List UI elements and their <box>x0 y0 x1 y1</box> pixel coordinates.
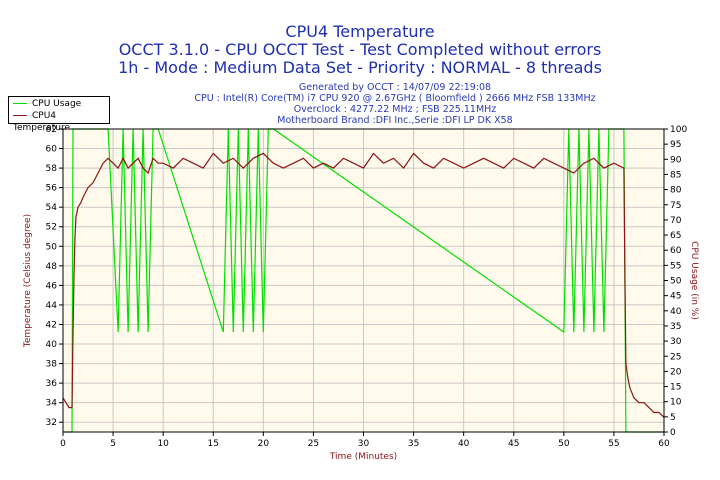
y-right-tick-label: 40 <box>670 307 682 317</box>
y-right-tick-label: 55 <box>670 261 681 271</box>
y-right-tick-label: 60 <box>670 246 682 256</box>
axis-labels: Time (Minutes) Temperature (Celsius degre… <box>23 214 699 462</box>
chart-subtitle-mode: 1h - Mode : Medium Data Set - Priority :… <box>118 58 602 77</box>
y-right-tick-label: 95 <box>670 140 681 150</box>
y-right-tick-label: 75 <box>670 201 681 211</box>
chart-title: CPU4 Temperature <box>285 22 435 41</box>
y-right-tick-label: 90 <box>670 155 682 165</box>
y-right-tick-label: 30 <box>670 337 682 347</box>
y-right-tick-label: 35 <box>670 322 681 332</box>
x-axis-label: Time (Minutes) <box>329 452 397 462</box>
x-tick-label: 40 <box>458 439 470 449</box>
y-left-tick-label: 40 <box>46 340 58 350</box>
x-tick-label: 5 <box>110 439 116 449</box>
y-left-axis-label: Temperature (Celsius degree) <box>23 214 33 348</box>
tick-labels: 0 5 10 15 20 25 30 35 40 45 50 55 603234363840424446… <box>46 125 688 449</box>
legend-temp-swatch <box>13 115 27 116</box>
y-left-tick-label: 48 <box>46 262 58 272</box>
x-tick-label: 0 <box>60 439 66 449</box>
legend-temp-label: CPU4 Temperature <box>13 111 71 133</box>
x-tick-label: 30 <box>358 439 370 449</box>
info-generated: Generated by OCCT : 14/07/09 22:19:08 <box>298 82 492 93</box>
x-tick-label: 60 <box>658 439 670 449</box>
axes <box>59 128 668 436</box>
info-cpu: CPU : Intel(R) Core(TM) i7 CPU 920 @ 2.6… <box>194 93 596 104</box>
chart-subtitle-test: OCCT 3.1.0 - CPU OCCT Test - Test Comple… <box>118 40 602 59</box>
y-left-tick-label: 34 <box>46 399 58 409</box>
plot-frame <box>62 128 665 433</box>
x-tick-label: 45 <box>508 439 519 449</box>
y-right-tick-label: 70 <box>670 216 682 226</box>
y-left-tick-label: 36 <box>46 379 58 389</box>
x-tick-label: 15 <box>208 439 219 449</box>
y-left-tick-label: 44 <box>46 301 58 311</box>
y-right-tick-label: 45 <box>670 292 681 302</box>
y-left-tick-label: 60 <box>46 145 58 155</box>
y-right-axis-label: CPU Usage (in %) <box>689 241 699 320</box>
y-left-tick-label: 52 <box>46 223 57 233</box>
legend-usage-label: CPU Usage <box>32 99 82 109</box>
y-left-tick-label: 56 <box>46 184 58 194</box>
y-left-tick-label: 50 <box>46 242 58 252</box>
y-right-tick-label: 100 <box>670 125 687 135</box>
cpu4-temperature-series <box>62 152 665 418</box>
legend-temp: CPU4 Temperature <box>13 110 109 133</box>
info-motherboard: Motherboard Brand :DFI Inc.,Serie :DFI L… <box>277 115 513 126</box>
y-right-tick-label: 5 <box>670 413 676 423</box>
y-right-tick-label: 25 <box>670 352 681 362</box>
x-tick-label: 10 <box>157 439 169 449</box>
y-right-tick-label: 50 <box>670 277 682 287</box>
x-tick-label: 55 <box>608 439 619 449</box>
y-left-tick-label: 38 <box>46 360 58 370</box>
y-left-tick-label: 62 <box>46 125 57 135</box>
x-tick-label: 50 <box>558 439 570 449</box>
temperature-line <box>62 152 665 418</box>
y-left-tick-label: 42 <box>46 320 57 330</box>
y-left-tick-label: 54 <box>46 203 58 213</box>
y-right-tick-label: 65 <box>670 231 681 241</box>
y-right-tick-label: 10 <box>670 398 682 408</box>
grid-lines <box>62 128 665 432</box>
legend-usage: CPU Usage <box>13 98 81 110</box>
y-left-tick-label: 58 <box>46 164 58 174</box>
y-left-tick-label: 32 <box>46 418 57 428</box>
y-right-tick-label: 20 <box>670 367 682 377</box>
x-tick-label: 35 <box>408 439 419 449</box>
y-right-tick-label: 85 <box>670 170 681 180</box>
y-right-tick-label: 80 <box>670 186 682 196</box>
chart-legend: CPU Usage CPU4 Temperature <box>8 96 110 133</box>
y-right-tick-label: 15 <box>670 383 681 393</box>
y-right-tick-label: 0 <box>670 428 676 438</box>
x-tick-label: 25 <box>308 439 319 449</box>
legend-usage-swatch <box>13 103 27 104</box>
y-left-tick-label: 46 <box>46 281 58 291</box>
info-overclock: Overclock : 4277.22 MHz ; FSB 225.11MHz <box>293 104 497 115</box>
x-tick-label: 20 <box>258 439 270 449</box>
